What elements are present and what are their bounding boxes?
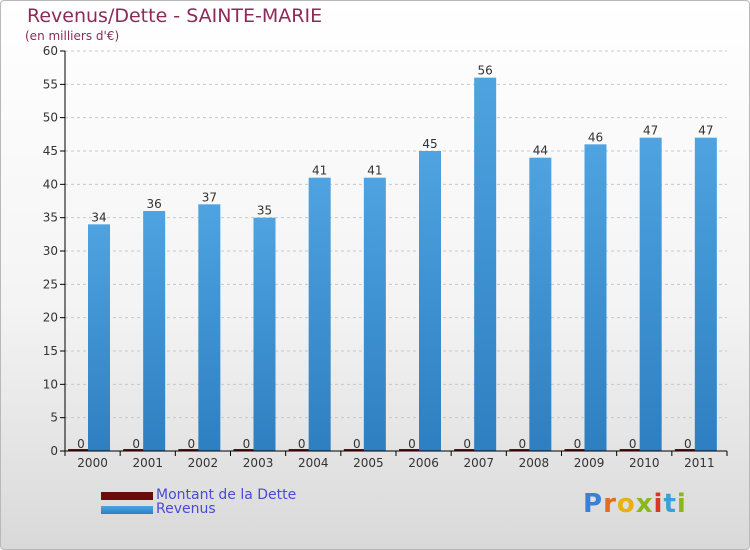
legend-label-revenus: Revenus (156, 501, 216, 517)
data-label-dette: 0 (298, 437, 306, 451)
bar-dette (288, 449, 315, 451)
bar-dette (233, 449, 260, 451)
y-tick-label: 10 (43, 377, 58, 391)
y-tick-label: 35 (43, 211, 58, 225)
bar-revenus (198, 204, 221, 451)
logo-letter: r (603, 489, 617, 519)
data-label-revenus: 45 (422, 137, 437, 151)
x-tick-label: 2005 (353, 456, 384, 470)
logo-letter: P (583, 489, 604, 519)
bar-dette (674, 449, 701, 451)
data-label-revenus: 56 (478, 64, 493, 78)
data-label-revenus: 47 (643, 124, 658, 138)
x-tick-label: 2008 (519, 456, 550, 470)
x-tick-label: 2002 (188, 456, 219, 470)
logo-letter: i (676, 489, 687, 519)
y-tick-label: 50 (43, 111, 58, 125)
y-tick-label: 55 (43, 77, 58, 91)
logo-letter: t (663, 489, 677, 519)
data-label-dette: 0 (132, 437, 140, 451)
y-tick-label: 40 (43, 177, 58, 191)
y-tick-label: 20 (43, 311, 58, 325)
data-label-dette: 0 (77, 437, 85, 451)
bar-dette (399, 449, 425, 451)
data-label-revenus: 46 (588, 130, 603, 144)
y-tick-label: 45 (43, 144, 58, 158)
x-tick-label: 2000 (77, 456, 108, 470)
y-tick-label: 15 (43, 344, 58, 358)
bar-revenus (88, 224, 110, 451)
data-label-revenus: 41 (312, 164, 327, 178)
x-tick-label: 2011 (684, 456, 715, 470)
y-tick-label: 30 (43, 244, 58, 258)
x-tick-label: 2010 (629, 456, 660, 470)
y-tick-label: 25 (43, 277, 58, 291)
chart-title: Revenus/Dette - SAINTE-MARIE (27, 5, 323, 27)
bar-revenus (694, 137, 717, 451)
y-tick-label: 60 (43, 44, 58, 58)
bar-revenus (253, 217, 276, 451)
bar-dette (343, 449, 370, 451)
bar-dette (178, 449, 205, 451)
data-label-revenus: 47 (698, 124, 713, 138)
y-tick-label: 0 (50, 444, 58, 458)
x-tick-label: 2001 (132, 456, 163, 470)
data-label-dette: 0 (684, 437, 692, 451)
data-label-dette: 0 (353, 437, 361, 451)
data-label-dette: 0 (188, 437, 196, 451)
bar-dette (123, 449, 150, 451)
data-label-revenus: 34 (91, 210, 106, 224)
bar-dette (619, 449, 646, 451)
bar-dette (454, 449, 481, 451)
data-label-dette: 0 (243, 437, 251, 451)
data-label-revenus: 41 (367, 164, 382, 178)
legend-label-dette: Montant de la Dette (156, 487, 297, 503)
bar-dette (509, 449, 536, 451)
legend-swatch-revenus (101, 506, 153, 514)
bar-dette (68, 449, 94, 451)
data-label-dette: 0 (519, 437, 527, 451)
data-label-dette: 0 (574, 437, 582, 451)
chart-subtitle: (en milliers d'€) (25, 29, 120, 43)
data-label-revenus: 44 (533, 144, 548, 158)
data-label-dette: 0 (463, 437, 471, 451)
bar-revenus (363, 177, 386, 451)
bar-revenus (639, 137, 662, 451)
bar-revenus (308, 177, 331, 451)
logo-letter: i (653, 489, 664, 519)
data-label-revenus: 35 (257, 204, 272, 218)
proxiti-logo: Proxiti (583, 489, 687, 519)
bar-revenus (529, 157, 552, 451)
bar-revenus (419, 151, 441, 451)
logo-letter: x (635, 489, 654, 519)
data-label-dette: 0 (408, 437, 416, 451)
legend-swatch-dette (101, 492, 153, 500)
x-tick-label: 2009 (574, 456, 605, 470)
bar-dette (564, 449, 591, 451)
data-label-revenus: 37 (202, 190, 217, 204)
x-tick-label: 2007 (463, 456, 494, 470)
x-tick-label: 2006 (408, 456, 439, 470)
bar-revenus (143, 211, 166, 451)
logo-letter: o (616, 489, 636, 519)
bar-revenus (474, 77, 497, 452)
bar-revenus (584, 144, 607, 452)
y-tick-label: 5 (50, 411, 58, 425)
x-tick-label: 2003 (243, 456, 274, 470)
data-label-dette: 0 (629, 437, 637, 451)
x-tick-label: 2004 (298, 456, 329, 470)
data-label-revenus: 36 (147, 197, 162, 211)
